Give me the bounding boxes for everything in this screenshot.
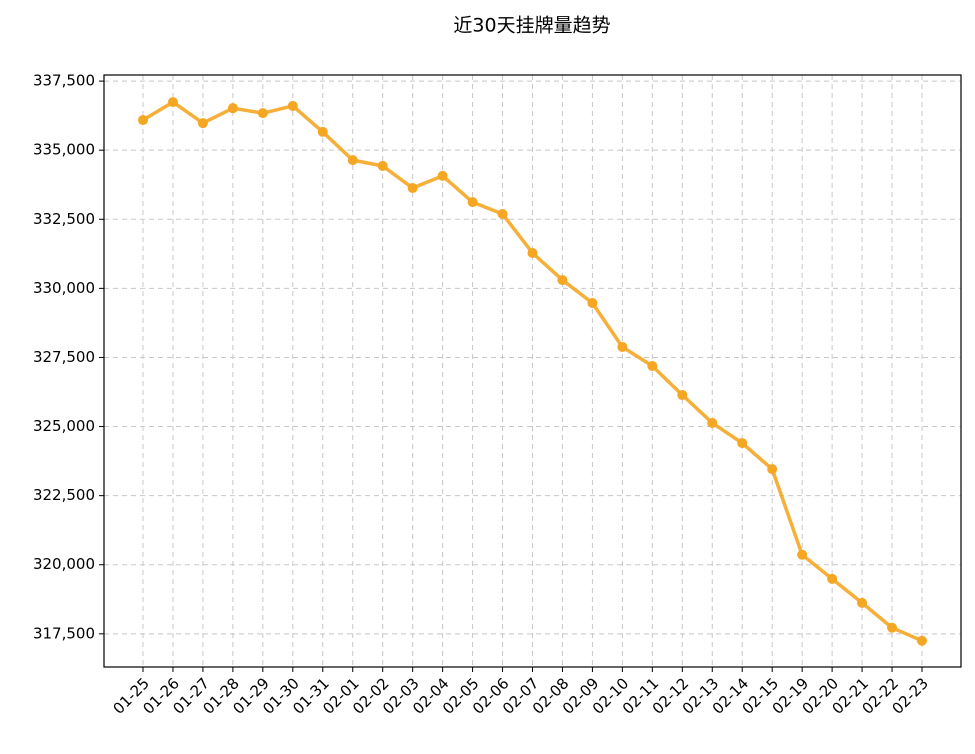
data-point bbox=[197, 118, 208, 129]
data-point bbox=[917, 635, 927, 646]
data-point bbox=[827, 573, 838, 584]
y-tick-label: 337,500 bbox=[33, 72, 95, 90]
data-point bbox=[347, 155, 358, 166]
data-point bbox=[647, 361, 658, 372]
y-tick-label: 335,000 bbox=[33, 141, 95, 159]
data-point bbox=[257, 108, 268, 119]
data-point bbox=[377, 160, 388, 171]
data-point bbox=[707, 417, 718, 428]
data-point bbox=[737, 438, 748, 449]
series-line bbox=[142, 100, 923, 643]
chart-title: 近30天挂牌量趋势 bbox=[453, 15, 610, 37]
data-point bbox=[677, 390, 688, 401]
data-point bbox=[527, 247, 538, 258]
data-point bbox=[317, 126, 328, 137]
grid bbox=[104, 75, 961, 667]
data-point bbox=[437, 170, 448, 181]
y-tick-label: 322,500 bbox=[33, 486, 95, 504]
data-point bbox=[467, 197, 478, 208]
y-tick-label: 320,000 bbox=[33, 555, 95, 573]
data-point bbox=[767, 464, 778, 475]
data-point bbox=[587, 298, 598, 309]
y-tick-label: 317,500 bbox=[33, 624, 95, 642]
data-point bbox=[138, 115, 148, 126]
data-point bbox=[407, 183, 418, 194]
data-point bbox=[797, 549, 808, 560]
y-tick-label: 327,500 bbox=[33, 348, 95, 366]
data-point bbox=[857, 597, 868, 608]
data-point bbox=[497, 209, 508, 220]
data-point bbox=[557, 275, 568, 286]
y-tick-label: 332,500 bbox=[33, 210, 95, 228]
y-tick-label: 325,000 bbox=[33, 417, 95, 435]
y-tick-label: 330,000 bbox=[33, 279, 95, 297]
plot bbox=[138, 97, 927, 646]
data-point bbox=[887, 622, 898, 633]
data-point bbox=[227, 103, 238, 114]
data-point bbox=[287, 100, 298, 111]
data-point bbox=[167, 97, 178, 108]
data-point bbox=[617, 341, 628, 352]
